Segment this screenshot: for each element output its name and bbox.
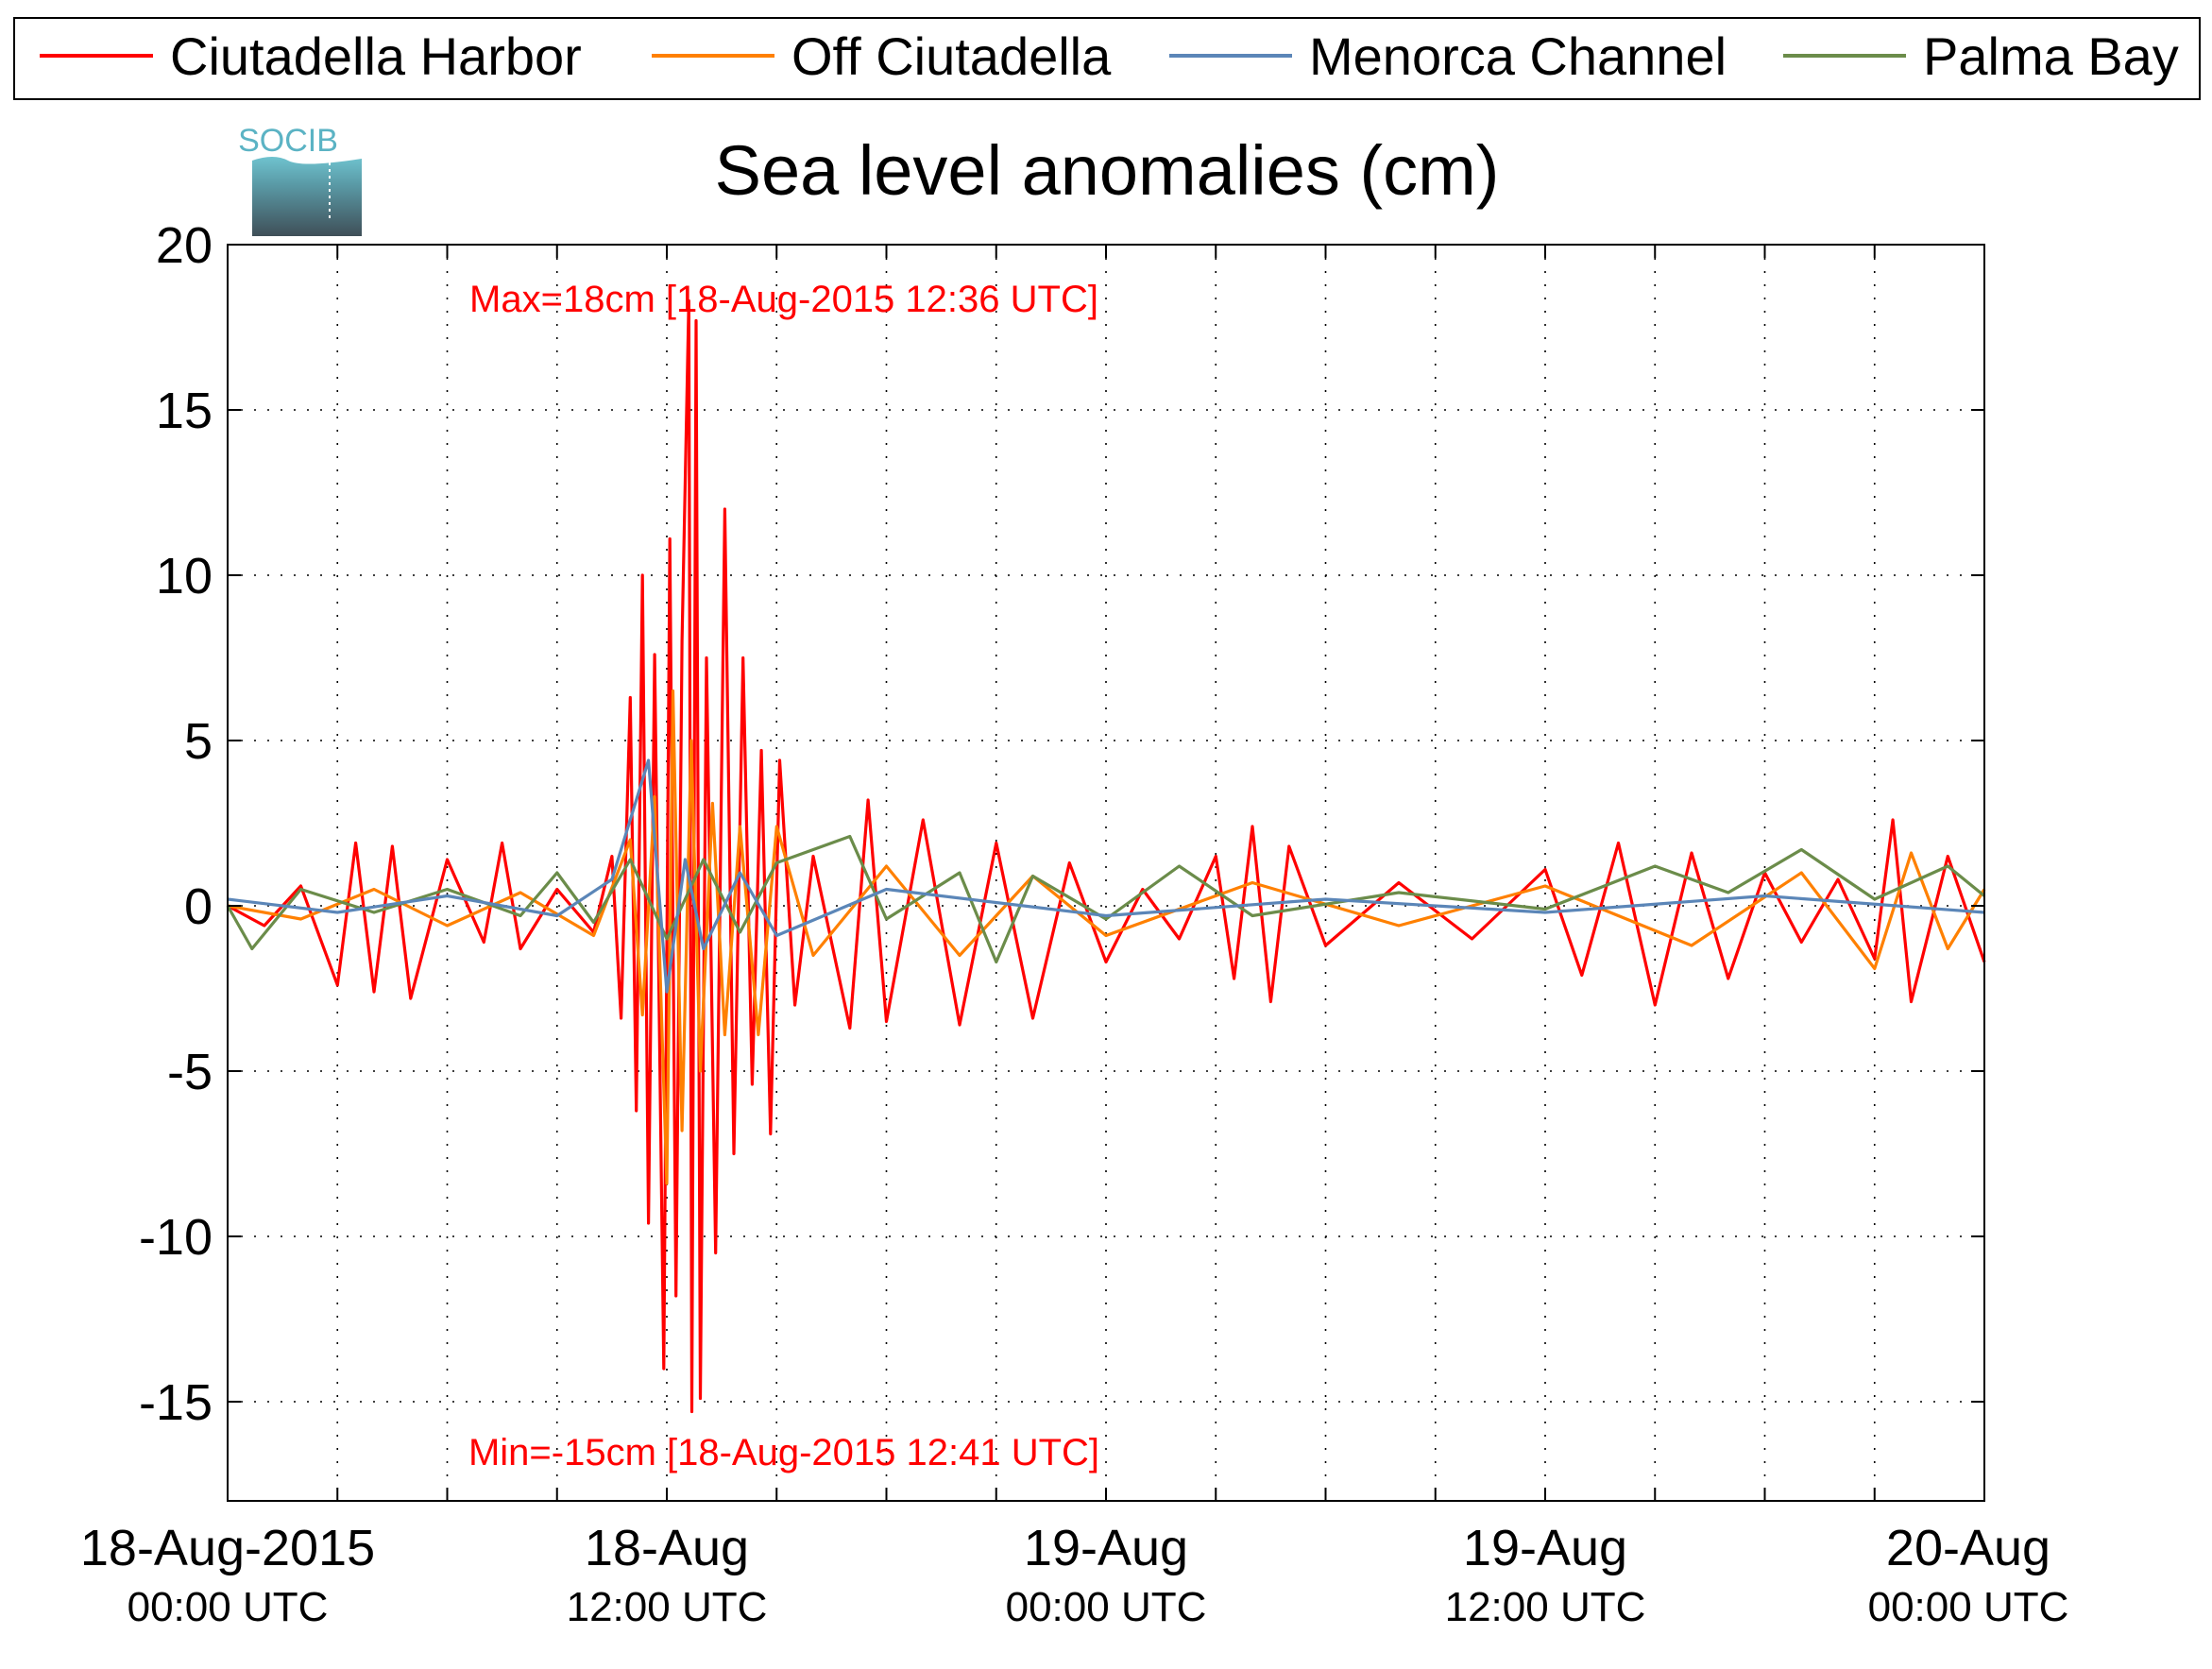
- legend-entry: Palma Bay: [1783, 26, 2179, 86]
- x-tick-label-date: 20-Aug: [1886, 1520, 2050, 1576]
- y-tick-label: 5: [184, 713, 213, 770]
- y-axis-labels: 20 15 10 5 0 -5 -10 -15: [139, 217, 213, 1431]
- x-tick-label-date: 19-Aug: [1463, 1520, 1627, 1576]
- legend-entry: Off Ciutadella: [652, 26, 1112, 86]
- series-line-palma-bay: [226, 834, 1986, 964]
- logo-text: SOCIB: [238, 123, 338, 159]
- socib-logo: SOCIB: [238, 123, 362, 236]
- x-axis-labels: 18-Aug-2015 00:00 UTC 18-Aug 12:00 UTC 19-Au…: [80, 1520, 2069, 1630]
- x-tick-label-time: 12:00 UTC: [567, 1584, 768, 1630]
- x-tick-label-date: 19-Aug: [1024, 1520, 1188, 1576]
- max-annotation: Max=18cm [18-Aug-2015 12:36 UTC]: [469, 279, 1098, 320]
- y-tick-label: 15: [156, 383, 213, 439]
- series-line-menorca-channel: [227, 758, 1985, 994]
- chart-title: Sea level anomalies (cm): [715, 131, 1500, 210]
- legend-label: Ciutadella Harbor: [170, 26, 582, 86]
- x-tick-label-date: 18-Aug-2015: [80, 1520, 375, 1576]
- axis-ticks: [228, 244, 1984, 1501]
- y-tick-label: 20: [156, 217, 213, 274]
- y-tick-label: -5: [167, 1044, 213, 1100]
- legend-entry: Ciutadella Harbor: [40, 26, 582, 86]
- x-tick-label-time: 00:00 UTC: [1006, 1584, 1207, 1630]
- series-line-ciutadella-harbor: [227, 298, 1986, 1414]
- plot-area: Max=18cm [18-Aug-2015 12:36 UTC] Min=-15…: [226, 244, 1986, 1502]
- legend-label: Palma Bay: [1923, 26, 2179, 86]
- x-tick-label-time: 00:00 UTC: [128, 1584, 329, 1630]
- y-tick-label: -15: [139, 1374, 213, 1431]
- min-annotation: Min=-15cm [18-Aug-2015 12:41 UTC]: [468, 1432, 1099, 1473]
- logo-wave: [252, 157, 362, 236]
- legend-box: [13, 17, 2201, 100]
- x-tick-label-time: 12:00 UTC: [1445, 1584, 1646, 1630]
- x-tick-label-date: 18-Aug: [585, 1520, 749, 1576]
- x-tick-label-time: 00:00 UTC: [1868, 1584, 2069, 1630]
- legend-label: Menorca Channel: [1309, 26, 1727, 86]
- legend: Ciutadella Harbor Off Ciutadella Menorca C…: [13, 17, 2201, 100]
- legend-entry: Menorca Channel: [1169, 26, 1727, 86]
- series-layer: [226, 298, 1986, 1414]
- legend-label: Off Ciutadella: [791, 26, 1112, 86]
- y-tick-label: -10: [139, 1209, 213, 1266]
- plot-background: [228, 245, 1984, 1501]
- y-tick-label: 0: [184, 878, 213, 935]
- y-tick-label: 10: [156, 548, 213, 605]
